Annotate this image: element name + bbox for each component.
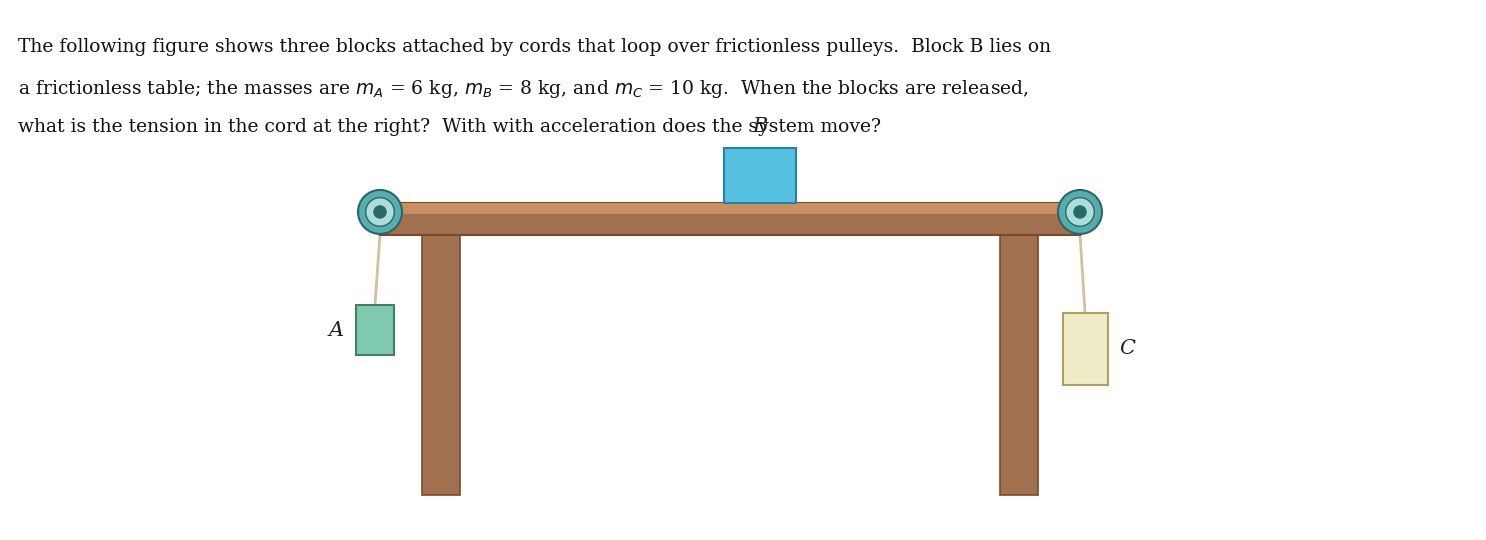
- Text: C: C: [1119, 340, 1135, 359]
- Bar: [357, 305, 394, 355]
- Circle shape: [1074, 206, 1086, 218]
- Circle shape: [1058, 190, 1103, 234]
- Bar: [380, 203, 1080, 235]
- Circle shape: [358, 190, 403, 234]
- Circle shape: [374, 206, 386, 218]
- Circle shape: [1065, 198, 1094, 226]
- Text: B: B: [752, 117, 768, 136]
- Bar: [1062, 313, 1107, 385]
- Bar: [380, 203, 1080, 214]
- Text: A: A: [328, 321, 343, 340]
- Text: what is the tension in the cord at the right?  With with acceleration does the s: what is the tension in the cord at the r…: [18, 118, 881, 136]
- Bar: [724, 148, 796, 203]
- Bar: [422, 235, 461, 495]
- Bar: [1000, 235, 1039, 495]
- Text: a frictionless table; the masses are $m_A$ = 6 kg, $m_B$ = 8 kg, and $m_C$ = 10 : a frictionless table; the masses are $m_…: [18, 78, 1028, 100]
- Circle shape: [366, 198, 394, 226]
- Text: The following figure shows three blocks attached by cords that loop over frictio: The following figure shows three blocks …: [18, 38, 1051, 56]
